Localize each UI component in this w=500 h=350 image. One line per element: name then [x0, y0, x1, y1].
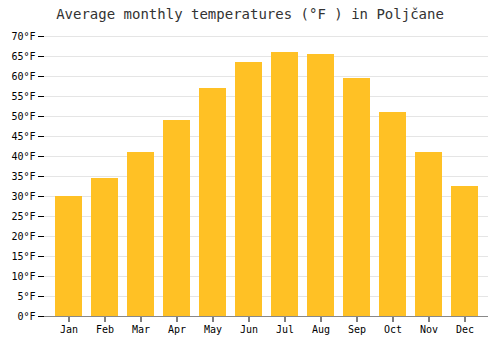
svg-text:Dec: Dec — [456, 324, 474, 335]
svg-text:35°F: 35°F — [11, 171, 35, 182]
svg-text:Sep: Sep — [348, 324, 366, 335]
svg-text:0°F: 0°F — [17, 311, 35, 322]
svg-text:70°F: 70°F — [11, 31, 35, 42]
svg-text:Mar: Mar — [132, 324, 150, 335]
svg-text:Nov: Nov — [420, 324, 438, 335]
svg-text:10°F: 10°F — [11, 271, 35, 282]
svg-text:5°F: 5°F — [17, 291, 35, 302]
svg-text:45°F: 45°F — [11, 131, 35, 142]
svg-text:65°F: 65°F — [11, 51, 35, 62]
svg-text:55°F: 55°F — [11, 91, 35, 102]
svg-text:25°F: 25°F — [11, 211, 35, 222]
svg-text:20°F: 20°F — [11, 231, 35, 242]
svg-text:15°F: 15°F — [11, 251, 35, 262]
html-text:Average monthly temperatures (: Average monthly temperatures (°F ) in Po… — [56, 6, 444, 22]
svg-text:Jun: Jun — [240, 324, 258, 335]
svg-text:50°F: 50°F — [11, 111, 35, 122]
svg-text:Apr: Apr — [168, 324, 186, 335]
svg-text:60°F: 60°F — [11, 71, 35, 82]
svg-text:Feb: Feb — [96, 324, 114, 335]
svg-text:Jul: Jul — [276, 324, 294, 335]
svg-text:Jan: Jan — [60, 324, 78, 335]
svg-text:Aug: Aug — [312, 324, 330, 335]
svg-text:30°F: 30°F — [11, 191, 35, 202]
svg-text:Oct: Oct — [384, 324, 402, 335]
svg-text:40°F: 40°F — [11, 151, 35, 162]
svg-text:May: May — [204, 324, 222, 335]
